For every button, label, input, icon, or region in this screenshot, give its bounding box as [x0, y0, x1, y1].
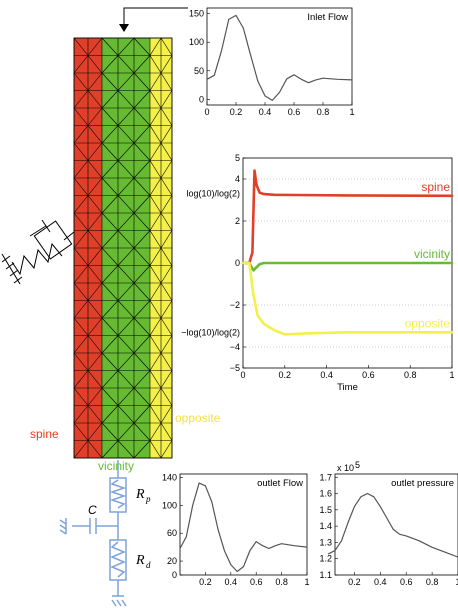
y-tick-label: −4: [230, 342, 240, 352]
label-spine: spine: [30, 427, 59, 441]
artery-cylinder: [73, 37, 173, 459]
y-tick-label: 4: [235, 174, 240, 184]
x-tick-label: 0.8: [404, 370, 417, 380]
y-tick-label: 1.7: [319, 472, 332, 482]
y-tick-label: −2: [230, 300, 240, 310]
exponent-label: x 10: [337, 463, 354, 473]
svg-text:R: R: [135, 553, 145, 568]
label-vicinity: vicinity: [98, 459, 134, 473]
plot-frame: [206, 7, 353, 106]
x-tick-label: 0.8: [317, 107, 330, 117]
x-tick-label: 0.4: [259, 107, 272, 117]
y-tick-label-extra: log(10)/log(2): [186, 188, 240, 198]
x-tick-label: 0.6: [362, 370, 375, 380]
inlet-flow-chart: 0 0.2 0.4 0.6 0.8 1 0 50 100 150 Inlet Flow: [189, 7, 355, 117]
y-tick-label: 5: [235, 153, 240, 163]
x-tick-label: 1: [455, 577, 458, 587]
outlet-flow-chart: 0.2 0.4 0.6 0.8 1 140 100 60 20 0 outlet Flow: [162, 472, 310, 587]
chart-title: Inlet Flow: [307, 12, 348, 23]
x-tick-label: 1: [449, 370, 454, 380]
y-tick-label: 60: [167, 528, 177, 538]
x-tick-label: 0.2: [199, 577, 212, 587]
y-tick-label: 0: [172, 570, 177, 580]
y-tick-label: 20: [167, 556, 177, 566]
label-rp: R p: [135, 487, 151, 504]
y-tick-label: 1.2: [319, 554, 332, 564]
x-axis-label: Time: [337, 382, 358, 393]
y-tick-label: 1.4: [319, 521, 332, 531]
x-tick-label: 0.2: [230, 107, 243, 117]
series-label-spine: spine: [421, 180, 450, 194]
x-tick-label: 0.8: [275, 577, 288, 587]
svg-text:p: p: [145, 494, 151, 504]
series-line: [327, 492, 458, 558]
series-line: [206, 14, 353, 102]
svg-text:d: d: [146, 560, 151, 570]
label-opposite: opposite: [175, 411, 221, 425]
plot-frame: [179, 473, 308, 576]
x-tick-label: 0.2: [348, 577, 361, 587]
chart-title: outlet pressure: [391, 478, 454, 489]
y-tick-label: 100: [189, 37, 204, 47]
mesh-lines: [73, 37, 173, 459]
x-tick-label: 1: [304, 577, 309, 587]
x-tick-label: 0.2: [279, 370, 292, 380]
y-tick-label: 50: [194, 66, 204, 76]
y-tick-label: 0: [199, 94, 204, 104]
x-tick-label: 0.6: [250, 577, 263, 587]
y-tick-label-extra: −log(10)/log(2): [181, 328, 240, 338]
series-line-spine: [241, 169, 454, 265]
x-tick-label: 1: [349, 107, 354, 117]
y-tick-label: 140: [162, 472, 177, 482]
y-tick-label: 1.3: [319, 537, 332, 547]
series-label-vicinity: vicinity: [414, 247, 450, 261]
log-ratio-chart: 0 0.2 0.4 0.6 0.8 1 5 4 2 0 −2 −4 −5 log(10)/log(2) −l…: [181, 153, 454, 393]
series-line: [179, 482, 308, 573]
y-tick-label: 100: [162, 500, 177, 510]
x-tick-label: 0.6: [400, 577, 413, 587]
series-label-opposite: opposite: [405, 316, 451, 330]
y-tick-label: 150: [189, 9, 204, 19]
windkessel-circuit: [59, 460, 127, 607]
x-tick-label: 0: [240, 370, 245, 380]
x-tick-label: 0.4: [225, 577, 238, 587]
spring-damper: [1, 219, 75, 285]
series-line-opposite: [241, 261, 454, 336]
x-tick-label: 0.8: [426, 577, 439, 587]
y-tick-label: 1.5: [319, 505, 332, 515]
cylinder-outline: [73, 37, 173, 459]
label-c: C: [88, 503, 97, 517]
y-tick-label: 1.6: [319, 489, 332, 499]
x-tick-label: 0: [204, 107, 209, 117]
y-tick-label: 1.1: [319, 570, 332, 580]
y-tick-label: −5: [230, 363, 240, 373]
outlet-pressure-chart: 0.2 0.4 0.6 0.8 1 1.7 1.6 1.5 1.4 1.3 1.2 1.1 outlet…: [319, 460, 458, 587]
plot-frame: [334, 473, 458, 576]
svg-text:R: R: [135, 487, 145, 502]
y-tick-label: 0: [235, 258, 240, 268]
x-tick-label: 0.6: [288, 107, 301, 117]
label-rd: R d: [135, 553, 151, 570]
inlet-arrow: [119, 7, 188, 32]
exponent-power: 5: [355, 460, 360, 470]
chart-title: outlet Flow: [257, 478, 303, 489]
x-tick-label: 0.4: [320, 370, 333, 380]
y-tick-label: 2: [235, 216, 240, 226]
x-tick-label: 0.4: [374, 577, 387, 587]
